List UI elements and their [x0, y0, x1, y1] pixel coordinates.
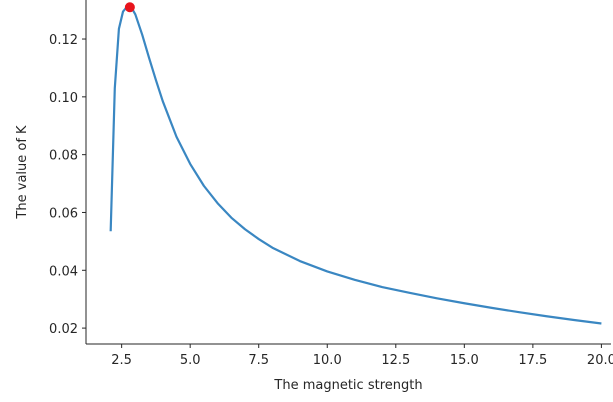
- x-tick-label: 10.0: [313, 353, 342, 368]
- x-tick-label: 5.0: [180, 353, 201, 368]
- y-tick-label: 0.10: [49, 91, 78, 106]
- series-line: [109, 5, 602, 325]
- x-tick-label: 20.0: [587, 353, 613, 368]
- y-tick-label: 0.02: [49, 322, 78, 337]
- y-tick-label: 0.12: [49, 33, 78, 48]
- x-tick-label: 15.0: [450, 353, 479, 368]
- y-axis-label: The value of K: [15, 125, 30, 220]
- x-tick-label: 2.5: [111, 353, 132, 368]
- peak-marker: [124, 2, 135, 13]
- x-tick-label: 12.5: [381, 353, 410, 368]
- x-ticks: 2.5 5.0 7.5 10.0 12.5 15.0 17.5 20.0: [111, 344, 613, 368]
- y-tick-label: 0.06: [49, 206, 78, 221]
- x-axis-label: The magnetic strength: [273, 378, 422, 393]
- x-tick-label: 7.5: [248, 353, 269, 368]
- y-tick-label: 0.04: [49, 264, 78, 279]
- x-tick-label: 17.5: [518, 353, 547, 368]
- plot-area: [109, 2, 602, 325]
- y-ticks: 0.02 0.04 0.06 0.08 0.10 0.12: [49, 33, 86, 337]
- y-tick-label: 0.08: [49, 149, 78, 164]
